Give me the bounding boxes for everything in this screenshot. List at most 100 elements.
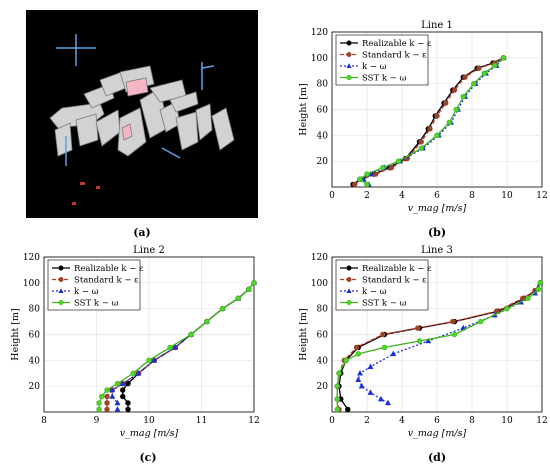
panel-label-d: (d) [428, 451, 446, 464]
data-point [246, 286, 252, 292]
x-tick-label: 8 [469, 416, 475, 426]
data-point [120, 387, 126, 393]
data-point [381, 344, 388, 351]
x-tick-label: 0 [329, 416, 335, 426]
line-marker-1-label: 1 [40, 169, 46, 179]
data-point [380, 164, 386, 171]
chart-line-3: 0 2 4 6 8 10 12 20 40 60 80 100 120 Line 3 v_mag [m/s]… [298, 245, 548, 439]
data-point [418, 139, 424, 145]
x-tick-label: 0 [329, 191, 335, 201]
x-tick-label: 8 [469, 191, 475, 201]
data-point [425, 337, 432, 344]
y-tick-label: 60 [317, 106, 329, 116]
data-point [418, 145, 424, 151]
legend-swatch-marker [346, 74, 352, 81]
y-tick-label: 40 [317, 356, 329, 366]
data-point [345, 406, 351, 413]
data-point [355, 376, 362, 382]
chart-title: Line 3 [421, 245, 453, 256]
legend-swatch-marker [346, 40, 352, 46]
y-tick-label: 120 [23, 253, 40, 263]
y-axis-label: Height [m] [298, 83, 309, 135]
x-axis-label: v_mag [m/s] [120, 428, 179, 439]
x-tick-label: 6 [434, 191, 440, 201]
data-point [146, 357, 152, 364]
data-point [336, 370, 342, 376]
chart-line-1: 0 2 4 6 8 10 12 20 40 60 80 100 120 Line 1 v_mag [m/s]… [298, 20, 548, 214]
data-point [109, 386, 116, 393]
x-axis-label: v_mag [m/s] [408, 203, 467, 214]
x-tick-label: 8 [41, 416, 47, 426]
data-point [453, 106, 459, 113]
line-markers [65, 62, 215, 166]
data-point [104, 406, 110, 413]
panel-label-c: (c) [139, 451, 156, 464]
map-panel: N E S W [26, 10, 258, 218]
data-point [204, 318, 210, 325]
data-point [460, 93, 466, 100]
data-point [125, 406, 131, 413]
legend-swatch-marker [346, 299, 352, 306]
data-point [125, 380, 131, 387]
series-line [354, 57, 504, 185]
data-point [355, 351, 361, 357]
data-point [395, 158, 402, 164]
x-tick-label: 4 [399, 191, 405, 201]
data-point [364, 171, 370, 177]
y-tick-label: 100 [23, 279, 40, 289]
data-point [119, 380, 126, 386]
data-point [334, 406, 340, 413]
data-point [219, 305, 226, 312]
data-point [471, 80, 477, 87]
line-marker-3-label: 3 [216, 63, 222, 73]
y-tick-label: 20 [317, 157, 329, 167]
y-tick-label: 100 [311, 54, 328, 64]
data-point [109, 393, 116, 399]
data-point [525, 295, 531, 302]
x-tick-label: 12 [248, 416, 259, 426]
chart-title: Line 1 [421, 20, 453, 31]
compass-north-label: N [72, 23, 80, 33]
legend-entry: Realizable k − ε [74, 264, 144, 274]
data-point [415, 325, 421, 331]
legend-entry: Realizable k − ε [362, 264, 432, 274]
data-point [434, 132, 440, 139]
data-point [367, 389, 374, 395]
legend-swatch-marker [58, 288, 64, 293]
data-point [104, 387, 110, 393]
plot-frame [43, 256, 255, 413]
data-point [451, 87, 458, 93]
chart-title: Line 2 [133, 245, 165, 256]
data-point [334, 383, 340, 389]
panel-label-a: (a) [133, 226, 151, 239]
data-point [390, 350, 397, 357]
data-point [135, 369, 142, 376]
data-point [99, 393, 105, 400]
y-tick-label: 80 [317, 80, 329, 90]
building-blocks [49, 65, 235, 157]
legend-entry: Standard k − ε [362, 51, 427, 61]
data-point [446, 119, 452, 126]
legend-entry: SST k − ω [362, 299, 407, 309]
y-axis-label: Height [m] [298, 308, 309, 360]
data-point [125, 400, 131, 406]
data-point [384, 399, 392, 406]
data-point [388, 164, 395, 171]
y-tick-label: 80 [317, 305, 329, 315]
data-point [537, 280, 543, 286]
data-point [114, 380, 121, 387]
data-point [450, 318, 456, 325]
legend-entry: SST k − ω [74, 299, 119, 309]
legend-swatch-marker [346, 51, 352, 58]
legend-swatch-marker [58, 276, 64, 283]
legend-entry: SST k − ω [362, 74, 407, 84]
y-tick-label: 40 [317, 131, 329, 141]
data-point [356, 369, 364, 376]
data-point [535, 286, 542, 292]
series-line [111, 282, 255, 410]
data-point [476, 65, 482, 71]
data-point [120, 393, 126, 400]
data-point [481, 70, 487, 77]
data-point [96, 406, 102, 413]
